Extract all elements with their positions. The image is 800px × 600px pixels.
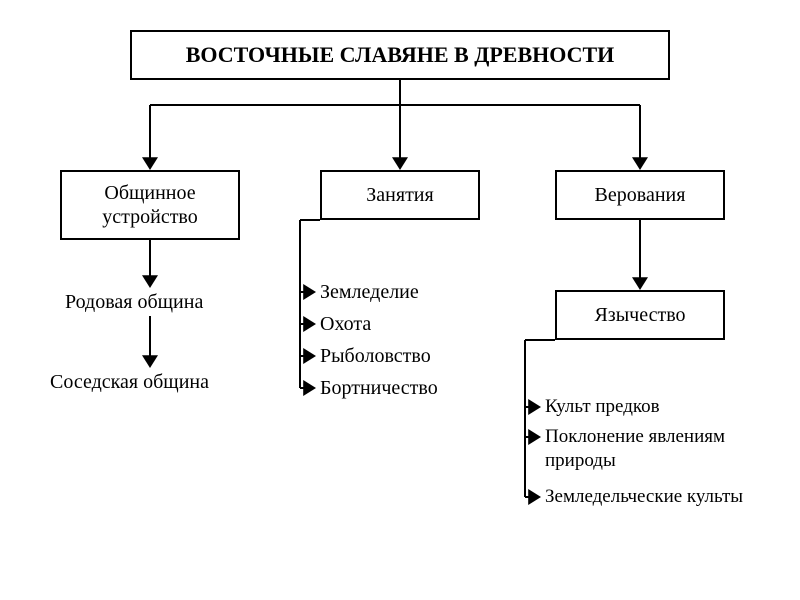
text: Рыболовство	[320, 345, 431, 367]
beliefs-sub-box: Язычество	[555, 290, 725, 340]
branch-community-box: Общинное устройство	[60, 170, 240, 240]
branch-community-label: Общинное устройство	[102, 181, 198, 229]
text: Культ предков	[545, 396, 660, 417]
community-item-rodovaya: Родовая община	[65, 290, 203, 315]
occupation-item: Охота	[320, 312, 371, 337]
branch-occupations-label: Занятия	[366, 183, 433, 207]
belief-item: Поклонение явлениям природы	[545, 425, 785, 473]
text: Родовая община	[65, 291, 203, 313]
occupation-item: Бортничество	[320, 376, 438, 401]
occupation-item: Рыболовство	[320, 344, 431, 369]
title-text: ВОСТОЧНЫЕ СЛАВЯНЕ В ДРЕВНОСТИ	[186, 42, 615, 68]
community-item-sosedskaya: Соседская община	[50, 370, 209, 395]
belief-item: Земледельческие культы	[545, 485, 785, 509]
belief-item: Культ предков	[545, 395, 785, 419]
text: Земледельческие культы	[545, 486, 743, 507]
text: Охота	[320, 313, 371, 335]
text: Поклонение явлениям природы	[545, 426, 725, 471]
text: Земледелие	[320, 281, 419, 303]
branch-occupations-box: Занятия	[320, 170, 480, 220]
text: Соседская община	[50, 371, 209, 393]
text: Бортничество	[320, 377, 438, 399]
beliefs-sub-label: Язычество	[594, 303, 685, 327]
diagram-title: ВОСТОЧНЫЕ СЛАВЯНЕ В ДРЕВНОСТИ	[130, 30, 670, 80]
branch-beliefs-label: Верования	[595, 183, 686, 207]
branch-beliefs-box: Верования	[555, 170, 725, 220]
occupation-item: Земледелие	[320, 280, 419, 305]
